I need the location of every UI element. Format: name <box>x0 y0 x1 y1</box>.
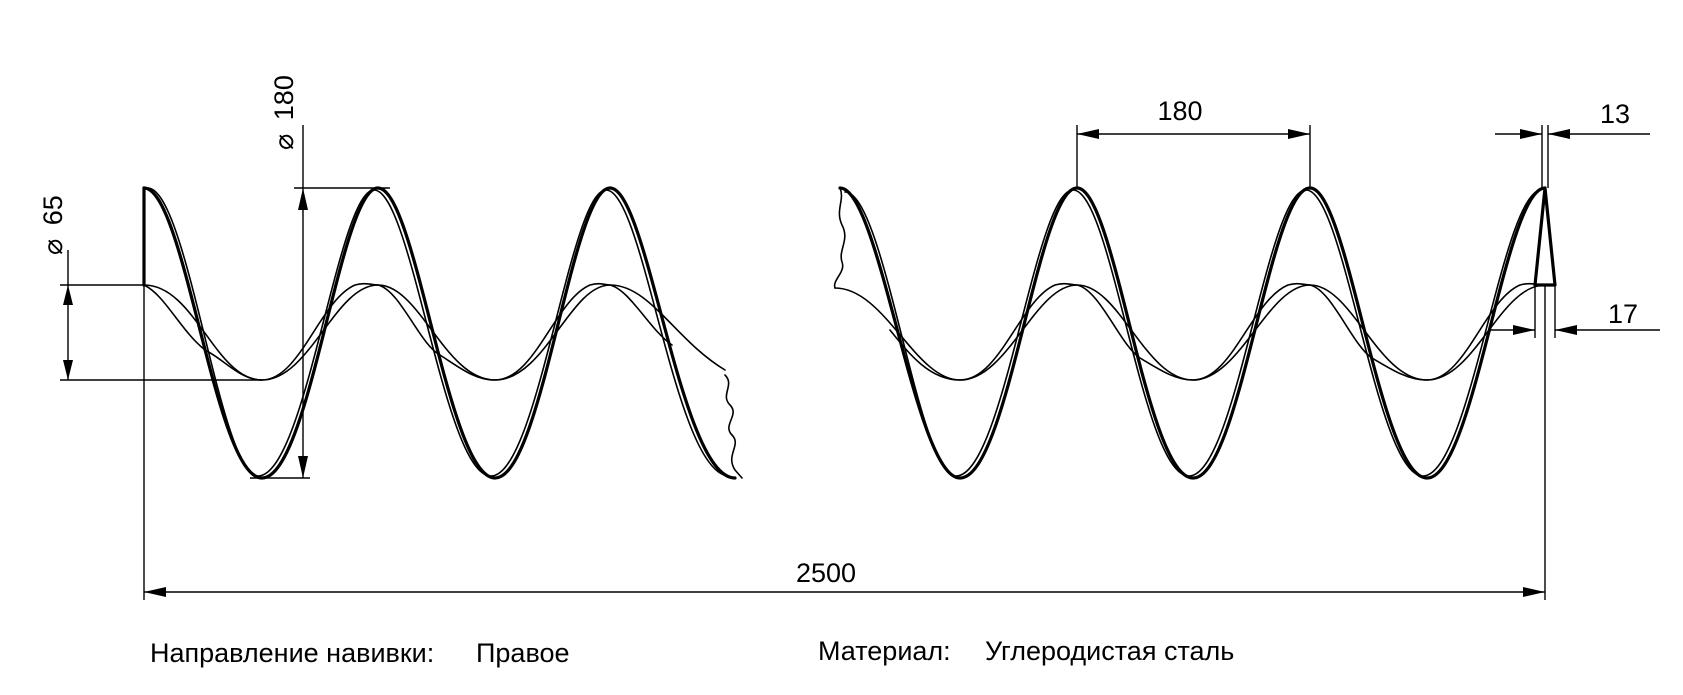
helix-outer-edge-left <box>142 186 737 480</box>
winding-direction-value: Правое <box>476 638 570 668</box>
diameter-symbol: ⌀ <box>269 134 299 150</box>
outer-diameter-value: 180 <box>269 75 299 120</box>
flight-thickness-value: 13 <box>1600 99 1630 129</box>
diameter-symbol: ⌀ <box>38 239 68 255</box>
helix-end-edge <box>1533 186 1557 287</box>
material-label: Материал: <box>818 636 951 666</box>
helix-left-section <box>142 186 743 480</box>
inner-diameter-label: ⌀ 65 <box>38 195 68 255</box>
inner-diameter-value: 65 <box>38 195 68 225</box>
outer-diameter-label: ⌀ 180 <box>269 75 299 150</box>
pitch-value: 180 <box>1157 96 1202 126</box>
helix-outer-edge-right <box>838 186 1547 480</box>
total-length-value: 2500 <box>796 558 856 588</box>
break-line-left <box>724 374 743 479</box>
helix-inner-curve-left-b <box>143 282 673 381</box>
helix-inner-curve-right-b <box>889 282 1546 381</box>
helix-inner-curve-left-a <box>143 284 726 381</box>
dimension-lines <box>60 125 1660 600</box>
helix-inner-curve-right-a <box>834 284 1546 381</box>
thickness-2-value: 17 <box>1608 299 1638 329</box>
helix-right-section <box>833 186 1557 480</box>
material-value: Углеродистая сталь <box>985 636 1234 666</box>
break-line-right <box>833 187 846 289</box>
helix-outer-edge-left-inner <box>147 187 729 477</box>
helix-outer-edge-right-inner <box>844 189 1542 477</box>
winding-direction-label: Направление навивки: <box>150 638 434 668</box>
